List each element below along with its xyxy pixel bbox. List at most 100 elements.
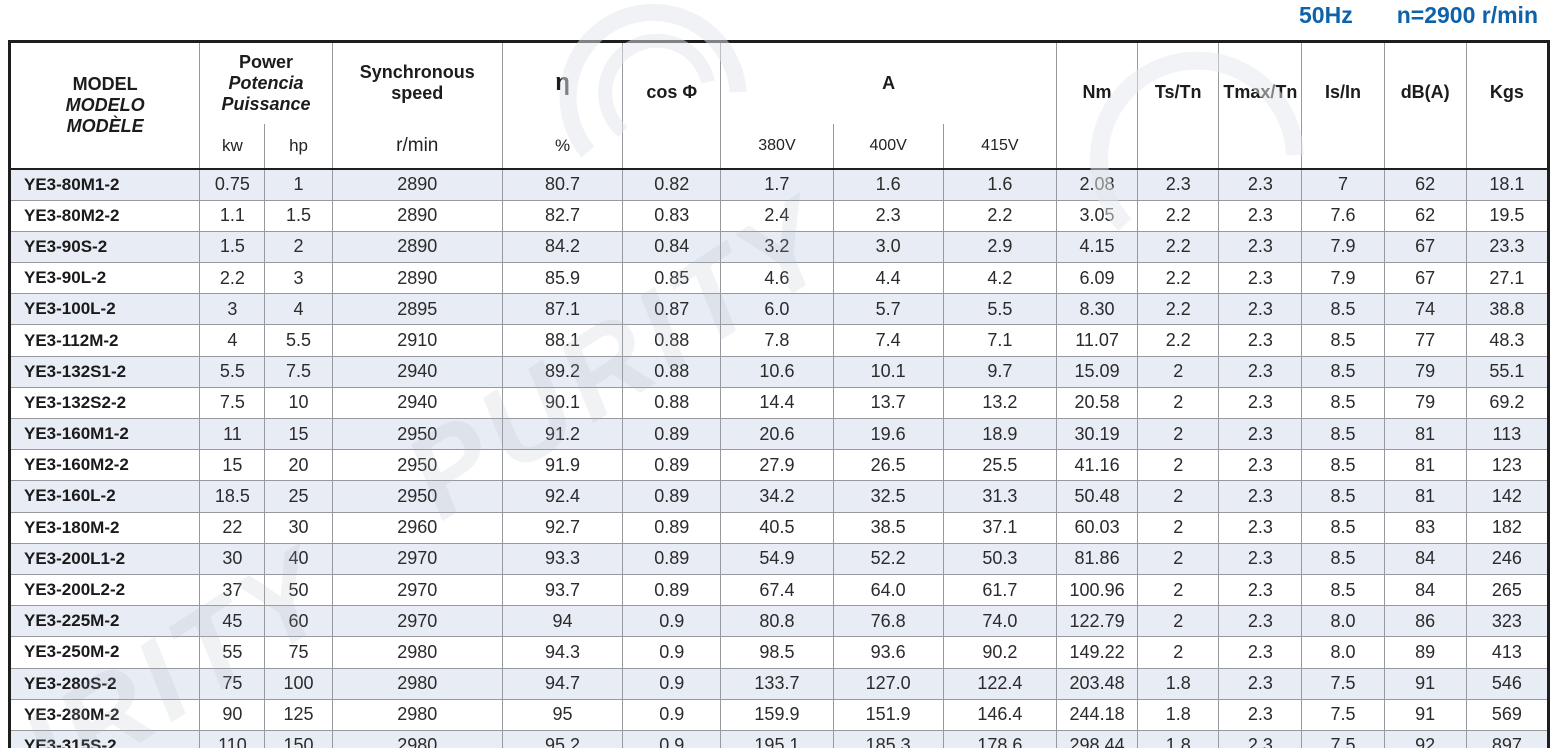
cell-kgs: 546 — [1465, 667, 1550, 700]
cell-tmax-tn: 2.3 — [1218, 355, 1303, 388]
cell-db: 62 — [1383, 199, 1467, 232]
cell-ts-tn: 2 — [1137, 355, 1220, 388]
header-power-fr: Puissance — [221, 93, 311, 114]
cell-tmax-tn: 2.3 — [1218, 542, 1303, 575]
cell-db: 89 — [1383, 636, 1467, 669]
table-row: YE3-80M2-2 1.1 1.5 2890 82.7 0.83 2.4 2.3 2.2 3.0… — [8, 199, 1550, 232]
cell-hp: 4 — [264, 293, 333, 326]
cell-cos-phi: 0.89 — [622, 480, 722, 513]
cell-tmax-tn: 2.3 — [1218, 167, 1303, 201]
header-unit-hp: hp — [264, 123, 333, 170]
cell-kw: 55 — [199, 636, 266, 669]
cell-is-in: 7.6 — [1301, 199, 1385, 232]
cell-eta: 92.7 — [501, 511, 624, 544]
cell-a-415v: 37.1 — [942, 511, 1057, 544]
frequency-label: 50Hz — [1299, 2, 1353, 28]
header-tmax-tn: Tmax/Tn — [1218, 41, 1303, 170]
cell-speed: 2980 — [331, 729, 503, 748]
cell-speed: 2980 — [331, 698, 503, 731]
cell-kgs: 19.5 — [1465, 199, 1550, 232]
cell-speed: 2950 — [331, 417, 503, 451]
motor-spec-table-frame: MODEL MODELO MODÈLE Power Potencia Puiss… — [8, 40, 1550, 748]
cell-nm: 15.09 — [1055, 355, 1139, 388]
cell-a-380v: 133.7 — [720, 667, 834, 700]
cell-tmax-tn: 2.3 — [1218, 230, 1303, 264]
cell-is-in: 7.5 — [1301, 667, 1385, 700]
cell-a-400v: 1.6 — [832, 167, 944, 201]
cell-a-400v: 13.7 — [832, 386, 944, 420]
cell-hp: 1 — [264, 167, 333, 201]
cell-model: YE3-160M2-2 — [8, 449, 201, 482]
cell-a-400v: 5.7 — [832, 293, 944, 326]
cell-cos-phi: 0.88 — [622, 355, 722, 388]
cell-kw: 75 — [199, 667, 266, 700]
table-row: YE3-250M-2 55 75 2980 94.3 0.9 98.5 93.6 90.2 149… — [8, 636, 1550, 669]
cell-kgs: 413 — [1465, 636, 1550, 669]
cell-hp: 1.5 — [264, 199, 333, 232]
header-power-en: Power — [238, 51, 293, 72]
cell-kgs: 265 — [1465, 573, 1550, 607]
table-row: YE3-132S1-2 5.5 7.5 2940 89.2 0.88 10.6 10.1 9.7… — [8, 355, 1550, 388]
cell-kw: 110 — [199, 729, 266, 748]
cell-model: YE3-180M-2 — [8, 511, 201, 544]
cell-is-in: 8.5 — [1301, 449, 1385, 482]
cell-ts-tn: 2 — [1137, 542, 1220, 575]
cell-speed: 2890 — [331, 167, 503, 201]
table-row: YE3-280S-2 75 100 2980 94.7 0.9 133.7 127.0 122.… — [8, 667, 1550, 700]
cell-db: 79 — [1383, 355, 1467, 388]
cell-tmax-tn: 2.3 — [1218, 667, 1303, 700]
header-model: MODEL MODELO MODÈLE — [8, 41, 201, 170]
cell-kw: 2.2 — [199, 262, 266, 295]
cell-cos-phi: 0.89 — [622, 449, 722, 482]
table-row: YE3-90S-2 1.5 2 2890 84.2 0.84 3.2 3.0 2.9 4.15 2.… — [8, 230, 1550, 264]
cell-kw: 11 — [199, 417, 266, 451]
cell-model: YE3-90L-2 — [8, 262, 201, 295]
header-efficiency: η — [501, 41, 624, 124]
cell-cos-phi: 0.9 — [622, 636, 722, 669]
header-model-en: MODEL — [72, 73, 138, 94]
cell-hp: 3 — [264, 262, 333, 295]
cell-eta: 95 — [501, 698, 624, 731]
cell-kgs: 23.3 — [1465, 230, 1550, 264]
cell-eta: 94.3 — [501, 636, 624, 669]
table-row: YE3-200L1-2 30 40 2970 93.3 0.89 54.9 52.2 50.3 8… — [8, 542, 1550, 575]
cell-kw: 45 — [199, 605, 266, 638]
header-model-fr: MODÈLE — [66, 115, 144, 136]
cell-a-415v: 2.9 — [942, 230, 1057, 264]
cell-a-415v: 13.2 — [942, 386, 1057, 420]
cell-model: YE3-200L1-2 — [8, 542, 201, 575]
header-unit-kw: kw — [199, 123, 266, 170]
cell-hp: 50 — [264, 573, 333, 607]
cell-hp: 2 — [264, 230, 333, 264]
cell-cos-phi: 0.9 — [622, 605, 722, 638]
cell-cos-phi: 0.89 — [622, 511, 722, 544]
cell-a-415v: 50.3 — [942, 542, 1057, 575]
cell-a-380v: 67.4 — [720, 573, 834, 607]
cell-a-400v: 4.4 — [832, 262, 944, 295]
header-torque: Nm — [1055, 41, 1139, 170]
cell-nm: 122.79 — [1055, 605, 1139, 638]
cell-a-380v: 27.9 — [720, 449, 834, 482]
table-row: YE3-132S2-2 7.5 10 2940 90.1 0.88 14.4 13.7 13.2… — [8, 386, 1550, 420]
cell-cos-phi: 0.87 — [622, 293, 722, 326]
cell-kgs: 55.1 — [1465, 355, 1550, 388]
cell-kw: 7.5 — [199, 386, 266, 420]
cell-ts-tn: 2 — [1137, 449, 1220, 482]
cell-eta: 94 — [501, 605, 624, 638]
cell-model: YE3-112M-2 — [8, 324, 201, 357]
table-body: YE3-80M1-2 0.75 1 2890 80.7 0.82 1.7 1.6 1.6 2.08… — [8, 167, 1550, 748]
cell-ts-tn: 2.2 — [1137, 324, 1220, 357]
cell-kw: 22 — [199, 511, 266, 544]
motor-spec-table: MODEL MODELO MODÈLE Power Potencia Puiss… — [8, 40, 1550, 748]
table-row: YE3-80M1-2 0.75 1 2890 80.7 0.82 1.7 1.6 1.6 2.08… — [8, 167, 1550, 201]
cell-ts-tn: 2 — [1137, 386, 1220, 420]
table-row: YE3-90L-2 2.2 3 2890 85.9 0.85 4.6 4.4 4.2 6.09 2.… — [8, 262, 1550, 295]
cell-nm: 298.44 — [1055, 729, 1139, 748]
cell-nm: 203.48 — [1055, 667, 1139, 700]
cell-a-400v: 26.5 — [832, 449, 944, 482]
table-row: YE3-180M-2 22 30 2960 92.7 0.89 40.5 38.5 37.1 60… — [8, 511, 1550, 544]
cell-hp: 25 — [264, 480, 333, 513]
cell-eta: 92.4 — [501, 480, 624, 513]
cell-is-in: 8.5 — [1301, 542, 1385, 575]
cell-hp: 60 — [264, 605, 333, 638]
